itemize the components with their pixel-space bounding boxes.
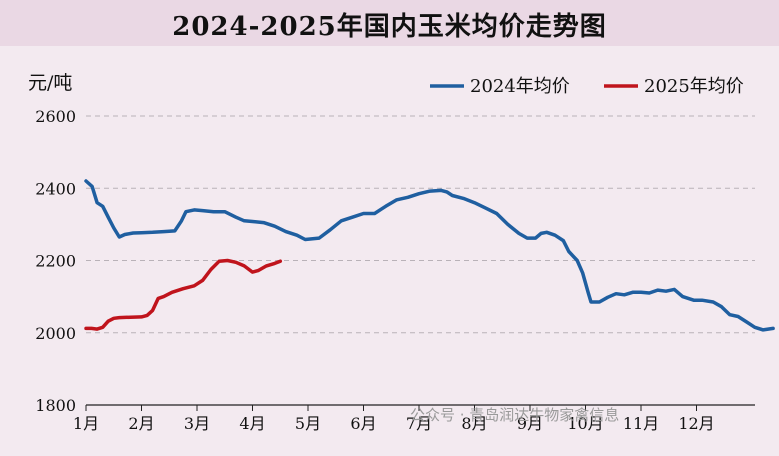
y-tick-2400: 2400 [35, 179, 76, 198]
x-tick-label: 9月 [517, 414, 543, 433]
axes [85, 404, 755, 411]
x-tick-label: 10月 [567, 414, 603, 433]
series-lines [84, 179, 775, 332]
legend-label-2: 2025年均价 [644, 76, 744, 97]
y-axis-label: 元/吨 [28, 72, 73, 94]
legend: 2024年均价 2025年均价 [430, 76, 744, 97]
y-tick-2200: 2200 [35, 252, 76, 271]
x-tick-label: 5月 [295, 414, 321, 433]
title-band [0, 0, 779, 46]
y-tick-1800: 1800 [35, 396, 76, 415]
grid-lines [86, 115, 755, 334]
x-tick-label: 12月 [678, 414, 714, 433]
series-line-1 [84, 179, 775, 332]
chart-title: 2024-2025年国内玉米均价走势图 [172, 12, 607, 42]
x-tick-label: 4月 [239, 414, 265, 433]
y-tick-labels: 1800 2000 2200 2400 2600 [35, 107, 76, 415]
x-tick-label: 6月 [350, 414, 376, 433]
x-tick-label: 1月 [73, 414, 99, 433]
x-tick-label: 2月 [128, 414, 154, 433]
x-tick-label: 3月 [184, 414, 210, 433]
legend-label-1: 2024年均价 [470, 76, 570, 97]
x-tick-labels: 1月 2月 3月 4月 5月 6月 7月 8月 9月 10月 11月 12月 [73, 414, 715, 433]
x-tick-label: 7月 [406, 414, 432, 433]
series-line-2 [84, 258, 283, 331]
x-tick-label: 11月 [623, 414, 659, 433]
y-tick-2000: 2000 [35, 324, 76, 343]
x-tick-label: 8月 [461, 414, 487, 433]
y-tick-2600: 2600 [35, 107, 76, 126]
watermark-text: 公众号 · 青岛润达牛物家禽信息 [410, 406, 620, 424]
